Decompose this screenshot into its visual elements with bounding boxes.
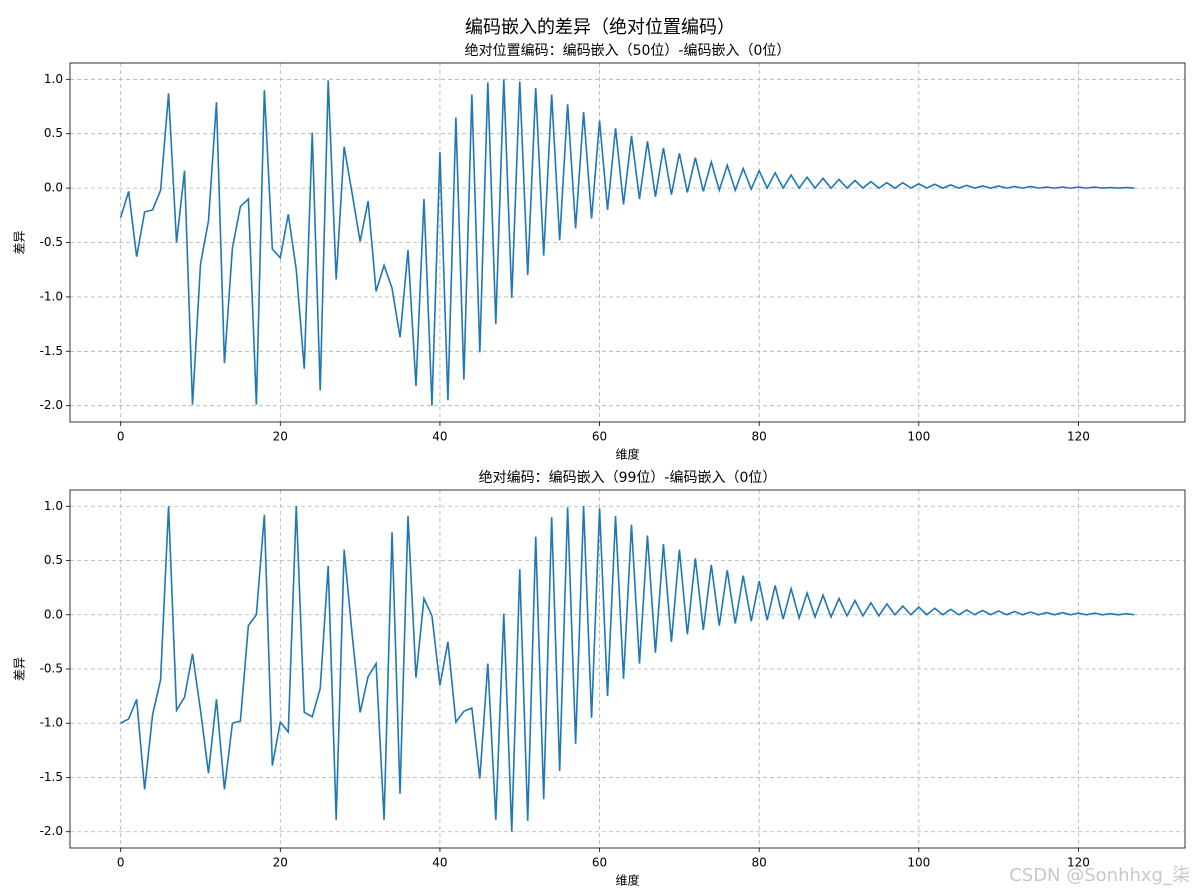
y-tick-label: -1.0	[40, 289, 63, 303]
y-tick-label: 0.0	[44, 181, 63, 195]
y-tick-label: 0.5	[44, 126, 63, 140]
plot-frame	[69, 489, 1186, 849]
y-tick-label: -2.0	[40, 398, 63, 412]
data-line	[119, 79, 1135, 406]
x-tick-label: 120	[1067, 856, 1090, 870]
x-tick-label: 40	[432, 856, 447, 870]
x-tick-label: 0	[117, 856, 125, 870]
data-line	[120, 506, 1135, 832]
x-axis-label: 维度	[615, 873, 639, 888]
y-tick-label: -1.5	[40, 770, 63, 784]
y-tick-label: -1.5	[40, 344, 63, 358]
x-tick-label: 60	[592, 856, 607, 870]
y-tick-label: -0.5	[40, 662, 63, 676]
x-tick-label: 120	[1067, 430, 1090, 444]
x-tick-label: 100	[907, 856, 930, 870]
x-tick-label: 80	[752, 430, 767, 444]
x-tick-label: 100	[907, 430, 930, 444]
y-tick-label: 1.0	[44, 499, 63, 513]
y-tick-label: -0.5	[40, 235, 63, 249]
y-tick-label: -2.0	[40, 824, 63, 838]
x-tick-label: 60	[592, 430, 607, 444]
x-tick-label: 20	[273, 856, 288, 870]
y-axis-label: 差异	[13, 657, 27, 681]
x-tick-label: 80	[752, 856, 767, 870]
plot-frame	[69, 62, 1186, 423]
x-tick-label: 40	[432, 430, 447, 444]
y-tick-label: 0.0	[44, 607, 63, 621]
y-tick-label: 1.0	[44, 72, 63, 86]
figure-title: 编码嵌入的差异（绝对位置编码）	[465, 17, 735, 38]
axes-title: 绝对编码：编码嵌入（99位）-编码嵌入（0位）	[479, 470, 777, 486]
y-axis-label: 差异	[13, 230, 27, 254]
y-tick-label: 0.5	[44, 553, 63, 567]
x-axis-label: 维度	[615, 447, 639, 462]
watermark: CSDN @Sonhhxg_柒	[1009, 865, 1190, 886]
y-tick-label: -1.0	[40, 716, 63, 730]
x-tick-label: 0	[117, 430, 125, 444]
x-tick-label: 20	[273, 430, 288, 444]
axes-title: 绝对位置编码：编码嵌入（50位）-编码嵌入（0位）	[465, 43, 791, 59]
